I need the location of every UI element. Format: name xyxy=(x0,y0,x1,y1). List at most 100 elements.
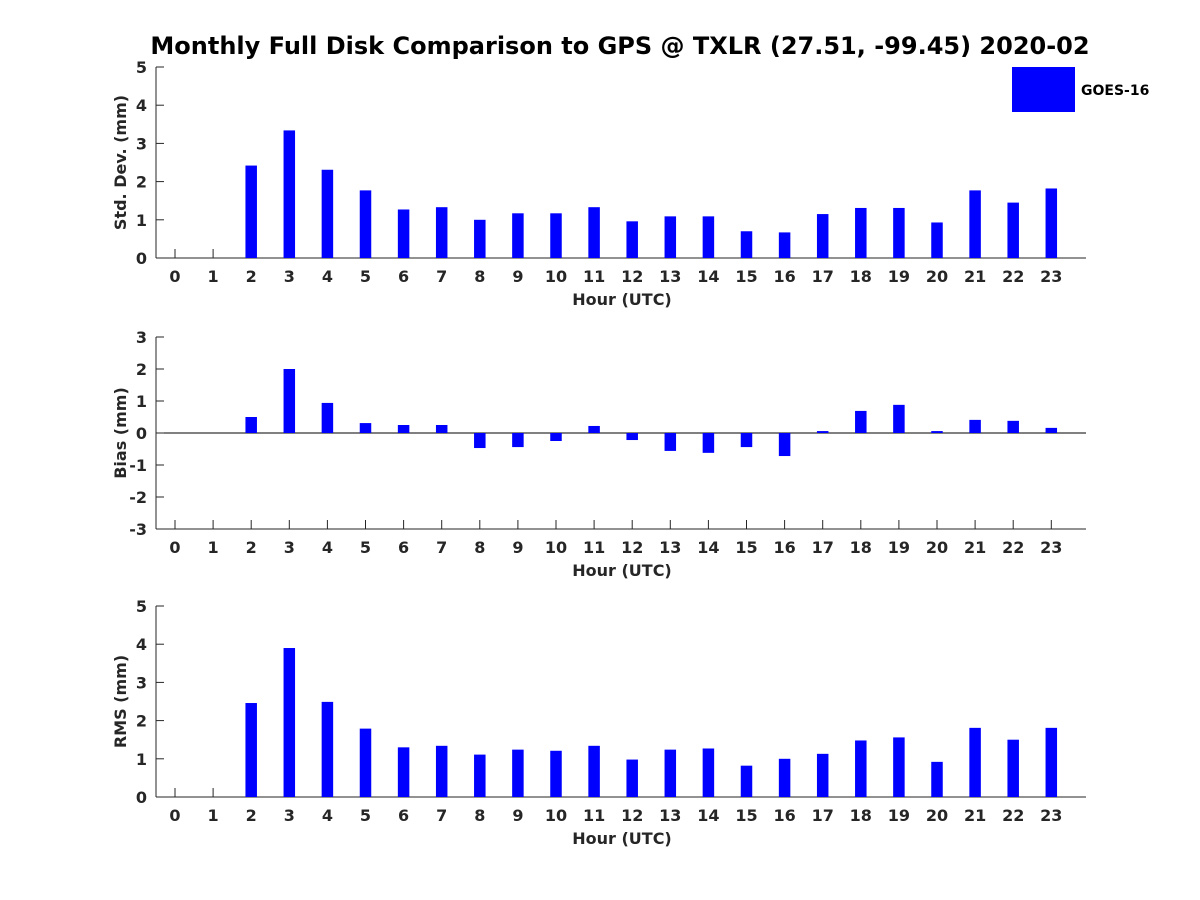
bar-hour-6 xyxy=(397,425,410,433)
y-tick-label: -2 xyxy=(129,488,147,507)
bar-hour-3 xyxy=(283,369,296,433)
bar-hour-11 xyxy=(588,745,600,797)
bar-hour-15 xyxy=(740,433,753,448)
y-tick-label: 5 xyxy=(136,597,147,616)
bar-hour-13 xyxy=(664,433,677,451)
x-tick-label: 2 xyxy=(246,267,257,286)
bar-hour-18 xyxy=(855,740,867,797)
bar-hour-4 xyxy=(321,169,334,258)
x-tick-label: 21 xyxy=(964,538,986,557)
bar-hour-3 xyxy=(283,648,296,797)
x-tick-label: 3 xyxy=(284,806,295,825)
x-tick-label: 15 xyxy=(735,267,757,286)
legend: GOES-16 xyxy=(1012,67,1149,112)
y-tick-label: -3 xyxy=(129,520,147,539)
legend-swatch xyxy=(1012,67,1075,112)
bar-hour-14 xyxy=(702,748,715,797)
y-tick-label: 3 xyxy=(136,328,147,347)
y-tick-label: 4 xyxy=(136,635,147,654)
legend-label: GOES-16 xyxy=(1081,83,1149,99)
y-tick-label: 2 xyxy=(136,173,147,192)
bar-hour-23 xyxy=(1045,188,1058,258)
y-tick-label: 1 xyxy=(136,750,147,769)
bar-hour-22 xyxy=(1007,202,1019,258)
x-tick-label: 1 xyxy=(208,538,219,557)
bar-hour-16 xyxy=(778,433,791,457)
bar-hour-21 xyxy=(969,727,981,797)
bar-hour-4 xyxy=(321,402,334,433)
x-tick-label: 7 xyxy=(436,806,447,825)
x-tick-label: 7 xyxy=(436,267,447,286)
x-tick-label: 16 xyxy=(773,538,795,557)
bar-hour-22 xyxy=(1007,739,1019,797)
x-tick-label: 9 xyxy=(512,538,523,557)
bar-hour-16 xyxy=(778,758,791,797)
x-tick-label: 21 xyxy=(964,267,986,286)
bar-hour-22 xyxy=(1007,420,1019,433)
y-axis-label: Std. Dev. (mm) xyxy=(111,95,130,230)
bar-hour-15 xyxy=(740,231,753,258)
bar-hour-19 xyxy=(893,404,905,433)
x-tick-label: 9 xyxy=(512,806,523,825)
bar-hour-17 xyxy=(816,214,829,258)
x-tick-label: 1 xyxy=(208,806,219,825)
bar-hour-16 xyxy=(778,232,791,258)
bar-hour-6 xyxy=(397,747,410,797)
x-tick-label: 23 xyxy=(1040,267,1062,286)
x-tick-label: 8 xyxy=(474,538,485,557)
bar-hour-10 xyxy=(550,213,562,258)
bar-hour-8 xyxy=(474,433,486,449)
bar-hour-17 xyxy=(816,753,829,797)
bar-hour-19 xyxy=(893,207,905,258)
bar-hour-12 xyxy=(626,221,638,258)
x-tick-label: 13 xyxy=(659,806,681,825)
bar-hour-10 xyxy=(550,433,562,441)
x-tick-label: 1 xyxy=(208,267,219,286)
bar-hour-11 xyxy=(588,207,600,258)
x-tick-label: 16 xyxy=(773,806,795,825)
bar-hour-11 xyxy=(588,425,600,433)
x-tick-label: 16 xyxy=(773,267,795,286)
y-tick-label: -1 xyxy=(129,456,147,475)
bar-hour-4 xyxy=(321,701,334,797)
x-tick-label: 4 xyxy=(322,267,333,286)
y-axis-label: RMS (mm) xyxy=(111,655,130,748)
bar-hour-7 xyxy=(435,745,448,797)
bar-hour-8 xyxy=(474,219,486,258)
x-tick-label: 6 xyxy=(398,538,409,557)
y-tick-label: 1 xyxy=(136,392,147,411)
bar-hour-13 xyxy=(664,216,677,258)
x-tick-label: 13 xyxy=(659,267,681,286)
x-tick-label: 14 xyxy=(697,806,719,825)
bar-hour-20 xyxy=(931,431,943,433)
bar-hour-7 xyxy=(435,207,448,258)
x-tick-label: 4 xyxy=(322,538,333,557)
x-tick-label: 17 xyxy=(812,538,834,557)
x-tick-label: 0 xyxy=(169,267,180,286)
bar-hour-9 xyxy=(512,433,524,448)
x-tick-label: 13 xyxy=(659,538,681,557)
x-tick-label: 12 xyxy=(621,806,643,825)
x-tick-label: 17 xyxy=(812,267,834,286)
x-tick-label: 2 xyxy=(246,538,257,557)
bar-hour-23 xyxy=(1045,427,1058,433)
y-tick-label: 0 xyxy=(136,788,147,807)
bar-hour-15 xyxy=(740,765,753,797)
bar-hour-9 xyxy=(512,213,524,258)
x-tick-label: 14 xyxy=(697,538,719,557)
x-tick-label: 21 xyxy=(964,806,986,825)
bar-hour-10 xyxy=(550,750,562,797)
bar-hour-6 xyxy=(397,209,410,258)
x-tick-label: 20 xyxy=(926,806,948,825)
bar-hour-2 xyxy=(245,703,257,797)
x-tick-label: 11 xyxy=(583,806,605,825)
x-tick-label: 3 xyxy=(284,267,295,286)
x-tick-label: 7 xyxy=(436,538,447,557)
x-tick-label: 14 xyxy=(697,267,719,286)
x-tick-label: 9 xyxy=(512,267,523,286)
bar-hour-5 xyxy=(359,728,372,797)
x-tick-label: 20 xyxy=(926,538,948,557)
x-tick-label: 18 xyxy=(850,267,872,286)
